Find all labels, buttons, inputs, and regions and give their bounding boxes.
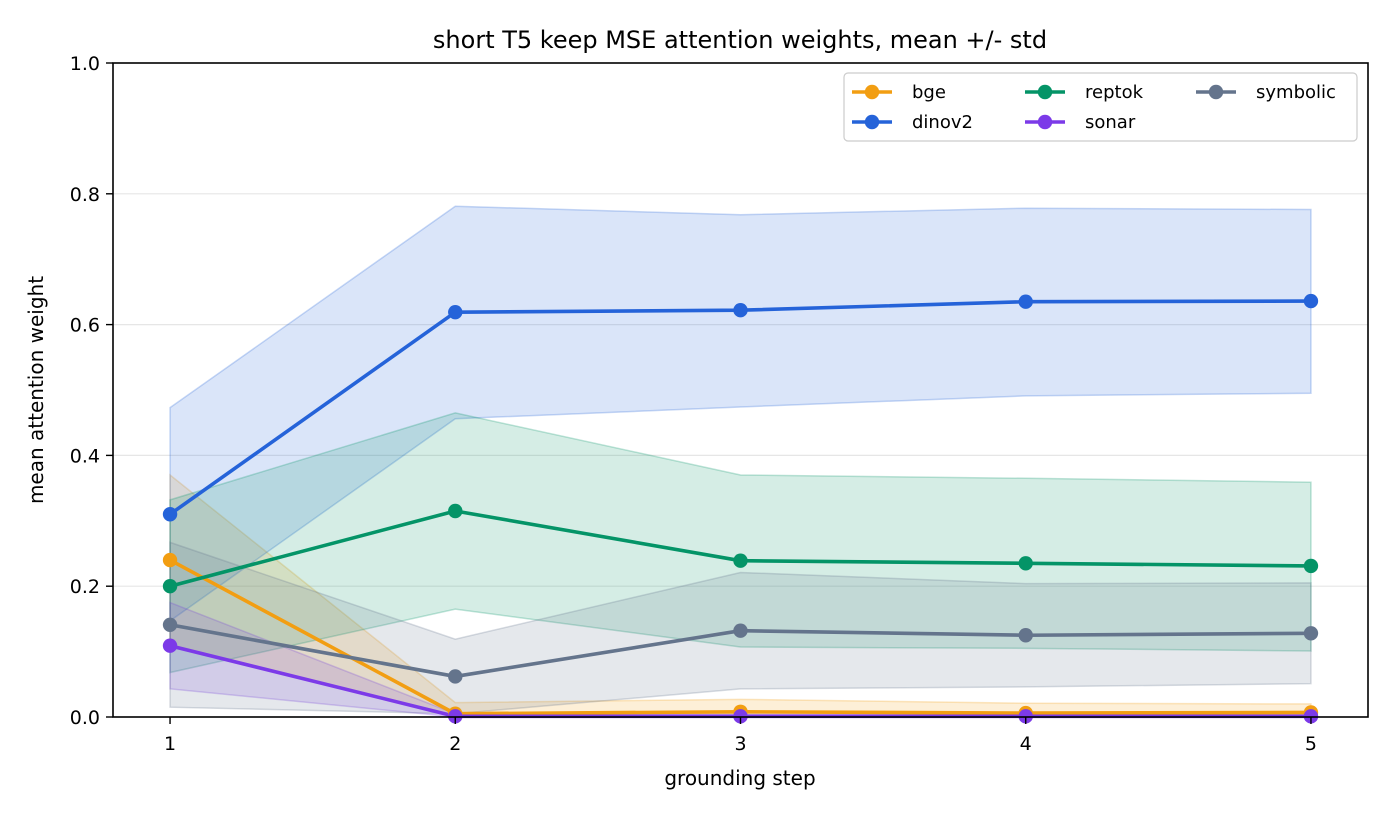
y-axis-ticks: 0.0 0.2 0.4 0.6 0.8 1.0 bbox=[70, 53, 113, 729]
symbolic-point-4 bbox=[1018, 628, 1033, 643]
reptok-point-3 bbox=[733, 553, 748, 568]
reptok-point-5 bbox=[1303, 558, 1319, 574]
sonar-point-1 bbox=[162, 638, 178, 653]
sonar-legend-label: sonar bbox=[1085, 112, 1136, 133]
dinov2-legend-label: dinov2 bbox=[912, 112, 973, 133]
reptok-point-1 bbox=[162, 579, 178, 594]
y-tick-label-4: 0.8 bbox=[70, 184, 100, 206]
dinov2-point-2 bbox=[448, 304, 463, 320]
symbolic-legend-label: symbolic bbox=[1256, 82, 1336, 103]
reptok-legend-marker bbox=[1037, 84, 1053, 100]
dinov2-legend-marker bbox=[864, 114, 880, 130]
y-tick-label-3: 0.6 bbox=[70, 315, 100, 337]
sonar-legend-marker bbox=[1037, 114, 1053, 130]
reptok-std-band bbox=[169, 412, 1312, 674]
x-tick-label-1: 1 bbox=[164, 733, 176, 755]
legend-items: bge dinov2 reptok sonar symbolic bbox=[852, 82, 1336, 133]
y-tick-label-5: 1.0 bbox=[70, 53, 100, 75]
dinov2-point-3 bbox=[733, 303, 748, 318]
y-axis-title: mean attention weight bbox=[24, 276, 48, 504]
x-tick-label-3: 3 bbox=[734, 733, 746, 755]
bge-legend-marker bbox=[864, 84, 880, 100]
y-tick-label-1: 0.2 bbox=[70, 576, 100, 598]
y-tick-label-0: 0.0 bbox=[70, 707, 100, 729]
dinov2-point-5 bbox=[1303, 293, 1319, 309]
x-axis-title: grounding step bbox=[664, 766, 815, 790]
reptok-legend-label: reptok bbox=[1085, 82, 1144, 103]
dinov2-point-1 bbox=[162, 507, 178, 522]
x-tick-label-4: 4 bbox=[1020, 733, 1032, 755]
legend: bge dinov2 reptok sonar symbolic bbox=[843, 72, 1358, 142]
symbolic-legend-marker bbox=[1208, 84, 1224, 100]
reptok-point-2 bbox=[448, 503, 463, 519]
x-tick-label-5: 5 bbox=[1305, 733, 1317, 755]
symbolic-point-1 bbox=[162, 617, 178, 632]
reptok-point-4 bbox=[1018, 556, 1033, 571]
bge-point-1 bbox=[162, 552, 178, 568]
bge-legend-label: bge bbox=[912, 82, 946, 103]
x-axis-ticks: 1 2 3 4 5 bbox=[164, 717, 1317, 755]
dinov2-point-4 bbox=[1018, 294, 1033, 309]
symbolic-point-3 bbox=[733, 623, 748, 638]
x-tick-label-2: 2 bbox=[449, 733, 461, 755]
symbolic-point-2 bbox=[448, 669, 463, 684]
symbolic-point-5 bbox=[1303, 626, 1319, 641]
chart-title: short T5 keep MSE attention weights, mea… bbox=[433, 26, 1047, 54]
y-tick-label-2: 0.4 bbox=[70, 445, 100, 467]
legend-box bbox=[843, 72, 1358, 142]
